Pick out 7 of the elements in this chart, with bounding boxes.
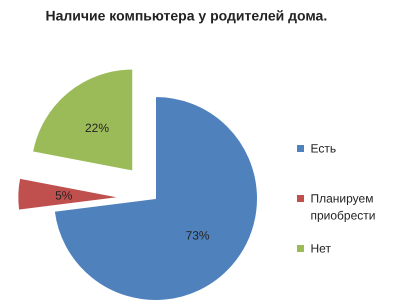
- data-label: 73%: [186, 228, 210, 243]
- data-label: 22%: [84, 120, 110, 135]
- data-label: 5%: [55, 188, 73, 203]
- legend-label: Планируем приобрести: [310, 192, 376, 222]
- chart-title: Наличие компьютера у родителей дома.: [46, 8, 328, 24]
- legend-label: Нет: [310, 242, 332, 256]
- legend-label: Есть: [310, 142, 336, 156]
